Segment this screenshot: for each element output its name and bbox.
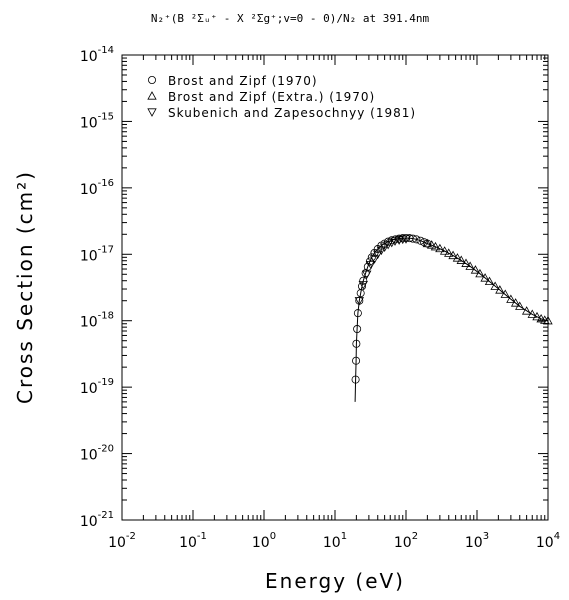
- x-tick-label: 10-2: [108, 531, 136, 551]
- data-point-series-2: [369, 255, 380, 264]
- y-tick-label: 10-16: [80, 178, 114, 198]
- data-point-series-2: [383, 240, 393, 250]
- data-point-series-1: [515, 301, 525, 310]
- data-point-series-0: [359, 276, 368, 285]
- y-tick-label: 10-14: [80, 45, 114, 65]
- data-point-series-1: [427, 240, 437, 249]
- data-point-series-0: [353, 309, 362, 318]
- fit-curve: [354, 237, 549, 402]
- data-point-series-0: [352, 356, 361, 365]
- y-tick-label: 10-20: [80, 444, 114, 464]
- x-tick-label: 100: [252, 531, 276, 551]
- data-point-series-0: [412, 235, 421, 244]
- data-point-series-1: [470, 265, 481, 274]
- legend-markers: [147, 76, 157, 117]
- data-point-series-1: [495, 285, 505, 294]
- data-point-series-1: [521, 306, 532, 315]
- axis-ticks: [121, 54, 549, 521]
- data-point-series-2: [362, 270, 372, 280]
- data-point-series-0: [416, 236, 425, 245]
- data-point-series-0: [357, 282, 366, 291]
- data-point-series-1: [484, 276, 495, 286]
- x-tick-label: 104: [536, 531, 560, 551]
- data-point-series-1: [506, 294, 516, 303]
- x-tick-label: 101: [323, 531, 347, 551]
- tick-labels: 10-2 10-1 100 101 102 103 104 10-21 10-20 10-19 10…: [80, 45, 560, 551]
- y-tick-label: 10-17: [80, 244, 114, 264]
- data-point-series-2: [401, 235, 411, 244]
- data-point-series-1: [435, 243, 445, 253]
- data-point-series-1: [532, 311, 542, 321]
- x-tick-label: 10-1: [179, 531, 207, 551]
- data-point-series-1: [480, 273, 490, 282]
- y-tick-label: 10-19: [80, 377, 114, 397]
- data-point-series-1: [439, 246, 450, 255]
- x-tick-label: 103: [465, 531, 489, 551]
- legend-label-brost-zipf-extra: Brost and Zipf (Extra.) (1970): [168, 90, 375, 104]
- legend: Brost and Zipf (1970) Brost and Zipf (Ex…: [147, 74, 416, 120]
- data-point-series-1: [444, 248, 454, 257]
- legend-marker-series-2: [147, 108, 157, 117]
- data-point-series-1: [490, 281, 500, 290]
- data-point-series-0: [352, 339, 361, 348]
- data-point-series-2: [358, 280, 368, 290]
- data-point-series-1: [452, 253, 463, 262]
- data-point-series-1: [430, 241, 441, 251]
- plot-frame: [121, 54, 549, 521]
- data-point-series-0: [408, 234, 417, 243]
- data-point-series-1: [500, 289, 510, 298]
- data-point-series-0: [367, 253, 376, 262]
- y-axis-label: Cross Section (cm²): [13, 170, 37, 404]
- data-point-series-1: [465, 261, 475, 270]
- y-tick-label: 10-15: [80, 111, 114, 131]
- data-point-series-2: [376, 246, 387, 256]
- data-point-series-1: [510, 298, 521, 307]
- data-point-series-1: [475, 268, 485, 278]
- data-point-series-0: [351, 375, 360, 384]
- data-point-series-1: [448, 250, 458, 260]
- data-point-series-0: [353, 325, 362, 334]
- data-point-series-1: [543, 315, 553, 325]
- data-point-series-1: [461, 258, 471, 267]
- legend-marker-series-1: [147, 91, 157, 100]
- data-point-series-2: [373, 250, 383, 260]
- data-point-series-2: [354, 297, 364, 306]
- legend-marker-series-0: [147, 76, 156, 85]
- legend-label-brost-zipf: Brost and Zipf (1970): [168, 74, 318, 88]
- data-point-series-2: [390, 237, 400, 246]
- legend-label-skubenich-zapesochnyy: Skubenich and Zapesochnyy (1981): [168, 106, 416, 120]
- fit-curve-layer: [354, 237, 549, 402]
- x-axis-label: Energy (eV): [265, 569, 405, 593]
- data-point-series-1: [422, 238, 433, 248]
- chart-title: N₂⁺(B ²Σᵤ⁺ - X ²Σg⁺;v=0 - 0)/N₂ at 391.4…: [151, 12, 430, 25]
- data-markers: [351, 233, 553, 384]
- x-tick-label: 102: [394, 531, 418, 551]
- data-point-series-1: [527, 309, 537, 318]
- y-tick-label: 10-18: [80, 311, 114, 331]
- y-tick-label: 10-21: [80, 510, 114, 530]
- data-point-series-1: [456, 255, 466, 264]
- data-point-series-2: [366, 260, 376, 270]
- data-point-series-2: [379, 243, 390, 252]
